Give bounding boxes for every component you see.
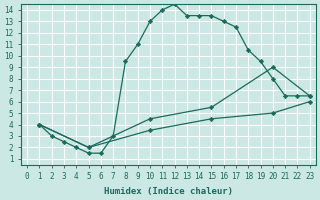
X-axis label: Humidex (Indice chaleur): Humidex (Indice chaleur) (104, 187, 233, 196)
